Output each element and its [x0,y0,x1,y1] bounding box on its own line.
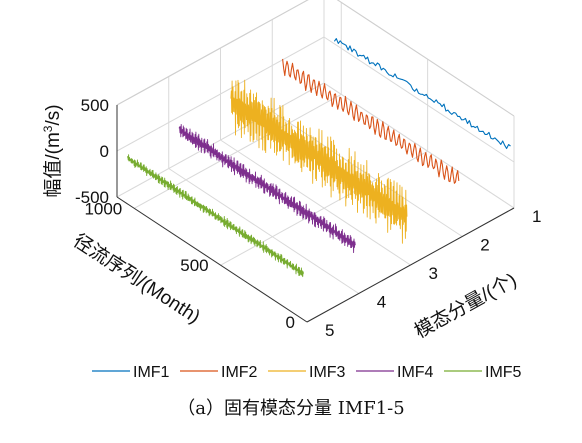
y-axis-line [306,207,515,323]
legend-label-imf4: IMF4 [397,364,434,381]
box-edge [336,0,515,117]
wall-grid-line [323,82,515,209]
series-line-imf4 [178,123,356,254]
floor-grid-line [168,168,360,294]
wall-grid-line [336,0,515,117]
y-axis-label: 模态分量/(个) [411,269,520,343]
z-tick-label: 0 [100,142,109,161]
y-tick-label: 1 [532,207,541,226]
box-edge [116,0,309,106]
series-line-imf2 [282,58,460,184]
series-line-imf3 [230,79,408,244]
z-tick-label: -500 [75,188,109,207]
x-tick-label: 500 [180,256,208,275]
series-line-imf1 [333,38,511,150]
axes-layer [116,105,515,323]
legend-label-imf1: IMF1 [133,364,170,381]
series-line-imf5 [126,154,304,278]
floor-grid-line [220,150,428,266]
y-tick-label: 5 [325,321,334,340]
legend: IMF1 IMF2 IMF3 IMF4 IMF5 [92,364,522,381]
series-layer [126,38,511,278]
x-axis-line [116,196,308,323]
legend-label-imf2: IMF2 [221,364,258,381]
y-tick-label: 3 [429,264,438,283]
floor-grid-line [220,139,411,266]
wall-grid-line [323,36,515,163]
floor-grid-line [134,93,342,209]
y-tick-label: 2 [480,236,489,255]
legend-label-imf3: IMF3 [309,364,346,381]
x-axis-label: 径流序列/(Month) [69,230,204,328]
legend-label-imf5: IMF5 [485,364,522,381]
x-tick-label: 1000 [84,199,122,218]
z-tick-label: 500 [81,96,109,115]
z-axis-label: 幅值/(m3/s) [41,104,64,197]
y-tick-label: 4 [377,293,386,312]
figure-caption: （a）固有模态分量 IMF1-5 [177,398,405,419]
x-tick-label: 0 [286,313,295,332]
